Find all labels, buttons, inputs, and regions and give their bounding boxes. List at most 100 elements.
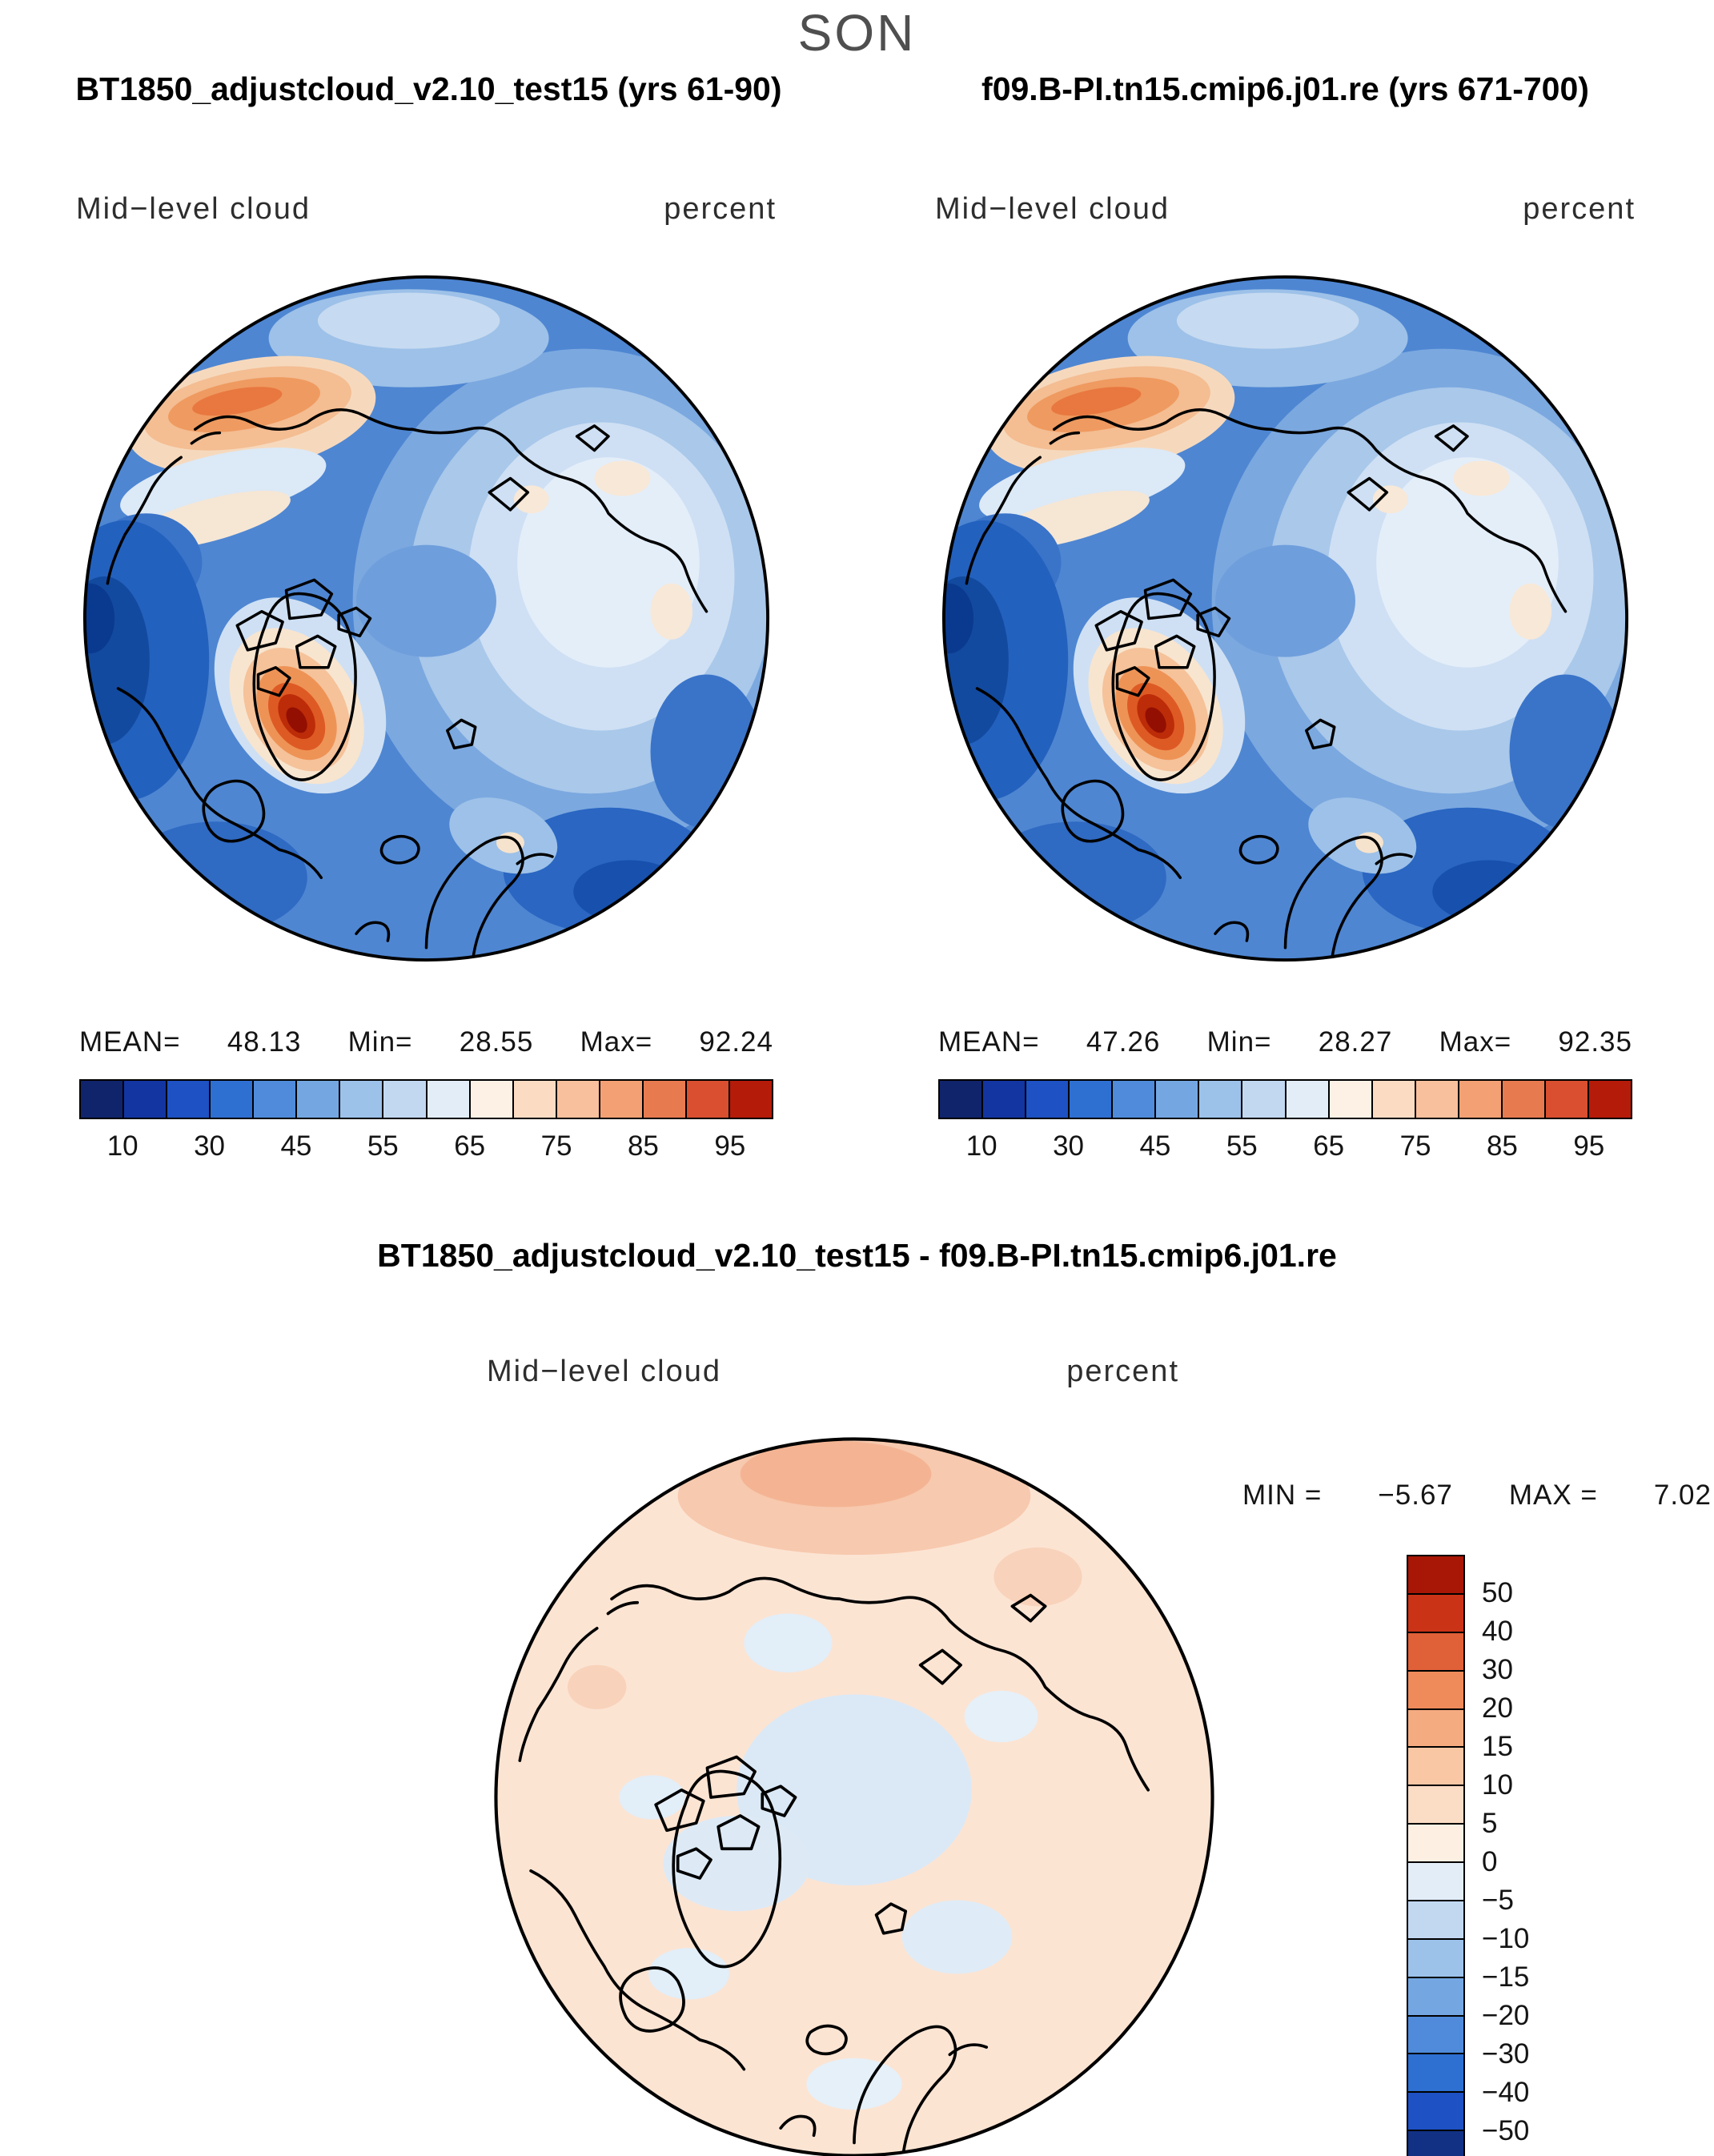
cb-tick: 10 (106, 1130, 138, 1162)
min-label: Min= (347, 1026, 413, 1058)
cb-tick: 75 (540, 1130, 572, 1162)
mean-value: 48.13 (227, 1026, 302, 1058)
colorbar-segment (166, 1079, 211, 1119)
colorbar-segment (1543, 1079, 1589, 1119)
colorbar-segment (1407, 1785, 1465, 1825)
colorbar-segment (1407, 1708, 1465, 1748)
colorbar-segment (1407, 1592, 1465, 1633)
colorbar-segment (981, 1079, 1027, 1119)
cb-tick: 55 (1226, 1130, 1258, 1162)
colorbar-segment (1407, 1861, 1465, 1901)
cb-tick: 45 (280, 1130, 312, 1162)
colorbar-segment (1407, 2091, 1465, 2132)
cb-tick: 95 (714, 1130, 746, 1162)
field-units-row: Mid−level cloud percent (76, 192, 777, 227)
field-label: Mid−level cloud (935, 192, 1170, 226)
map-mean-right (935, 268, 1636, 969)
colorbar-segment (1407, 2053, 1465, 2094)
colorbar-segment (1241, 1079, 1287, 1119)
cb-tick: 10 (965, 1130, 997, 1162)
cb-tick: 45 (1139, 1130, 1171, 1162)
max-label: Max= (580, 1026, 653, 1058)
colorbar-segment (1407, 1899, 1465, 1940)
min-value: 28.27 (1318, 1026, 1393, 1058)
colorbar-segment (252, 1079, 298, 1119)
colorbar-segment (684, 1079, 730, 1119)
colorbar-segment (1371, 1079, 1416, 1119)
colorbar-segment (1407, 1555, 1465, 1595)
mean-label: MEAN= (79, 1026, 181, 1058)
vcb-label: 5 (1482, 1808, 1498, 1839)
colorbar-segment (382, 1079, 427, 1119)
cb-tick: 75 (1399, 1130, 1431, 1162)
colorbar-segment (1327, 1079, 1373, 1119)
colorbar-segment (425, 1079, 471, 1119)
colorbar-segment (1025, 1079, 1070, 1119)
colorbar-segment (1407, 1823, 1465, 1863)
vcb-label: 10 (1482, 1769, 1513, 1801)
vcb-label: −20 (1482, 2000, 1530, 2031)
vcb-label: 20 (1482, 1692, 1513, 1724)
vcb-label: 30 (1482, 1654, 1513, 1685)
max-value: 92.35 (1558, 1026, 1632, 1058)
vcb-label: −40 (1482, 2077, 1530, 2108)
field-label: Mid−level cloud (487, 1355, 721, 1388)
colorbar-segment (1407, 1937, 1465, 1978)
cb-tick: 30 (194, 1130, 226, 1162)
colorbar-segment (122, 1079, 168, 1119)
colorbar-segment (468, 1079, 514, 1119)
cb-tick: 55 (367, 1130, 399, 1162)
colorbar-ticks-left: 10 30 45 55 65 75 85 95 (79, 1130, 773, 1162)
colorbar-segment (1414, 1079, 1459, 1119)
units-label: percent (1066, 1355, 1179, 1388)
panel-title-right: f09.B-PI.tn15.cmip6.j01.re (yrs 671-700) (981, 70, 1589, 107)
colorbar-segment (209, 1079, 255, 1119)
cb-tick: 65 (454, 1130, 486, 1162)
season-title: SON (797, 4, 917, 62)
diff-max-label: MAX = (1508, 1479, 1598, 1511)
stats-row-left: MEAN= 48.13 Min= 28.55 Max= 92.24 (79, 1026, 773, 1058)
colorbar-segment (1407, 1746, 1465, 1787)
cb-tick: 95 (1573, 1130, 1605, 1162)
cb-tick: 30 (1053, 1130, 1085, 1162)
colorbar-segment (1407, 2130, 1465, 2156)
vcb-label: −30 (1482, 2038, 1530, 2070)
map-difference (487, 1430, 1222, 2156)
field-label: Mid−level cloud (76, 192, 311, 226)
diff-max-value: 7.02 (1653, 1479, 1712, 1511)
vcb-label: −5 (1482, 1885, 1514, 1916)
colorbar-segment (1407, 2014, 1465, 2055)
diff-panel: Mid−level cloud percent (487, 1343, 1223, 2156)
diff-minmax-row: MIN = −5.67 MAX = 7.02 (1242, 1479, 1712, 1512)
colorbar-segment (1284, 1079, 1330, 1119)
colorbar-ticks-right: 10 30 45 55 65 75 85 95 (938, 1130, 1632, 1162)
diff-colorbar (1407, 1555, 1465, 2156)
colorbar-segment (1154, 1079, 1200, 1119)
colorbar-segment (1407, 1631, 1465, 1672)
mean-label: MEAN= (938, 1026, 1040, 1058)
vcb-label: 0 (1482, 1846, 1498, 1877)
colorbar-segment (938, 1079, 984, 1119)
colorbar-segment (339, 1079, 384, 1119)
colorbar-segment (79, 1079, 125, 1119)
colorbar-segment (1500, 1079, 1546, 1119)
max-label: Max= (1439, 1026, 1512, 1058)
panel-title-left: BT1850_adjustcloud_v2.10_test15 (yrs 61-… (75, 70, 782, 107)
diff-title: BT1850_adjustcloud_v2.10_test15 - f09.B-… (377, 1237, 1337, 1274)
mean-value: 47.26 (1086, 1026, 1161, 1058)
colorbar-left (79, 1079, 773, 1119)
colorbar-segment (1457, 1079, 1503, 1119)
stats-row-right: MEAN= 47.26 Min= 28.27 Max= 92.35 (938, 1026, 1632, 1058)
colorbar-segment (1198, 1079, 1243, 1119)
cb-tick: 85 (627, 1130, 659, 1162)
cb-tick: 85 (1486, 1130, 1518, 1162)
units-label: percent (1523, 192, 1636, 226)
field-units-row: Mid−level cloud percent (935, 192, 1636, 227)
map-mean-left (76, 268, 777, 969)
field-units-row: Mid−level cloud percent (487, 1355, 1223, 1389)
units-label: percent (664, 192, 777, 226)
colorbar-segment (1407, 1669, 1465, 1710)
vcb-label: −15 (1482, 1961, 1530, 1993)
vcb-label: 50 (1482, 1577, 1513, 1608)
vcb-label: 40 (1482, 1616, 1513, 1647)
